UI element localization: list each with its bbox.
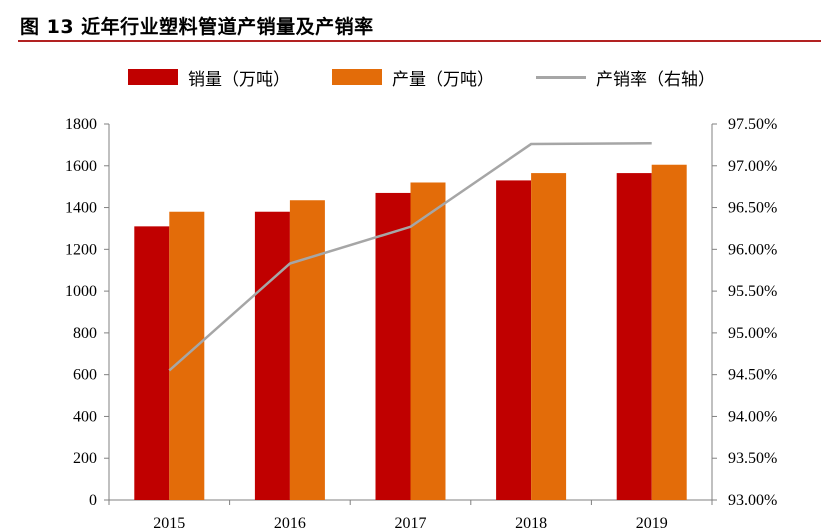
x-tick-label: 2015 <box>153 515 185 531</box>
y-left-tick-label: 1600 <box>65 158 97 175</box>
legend-swatch-production <box>332 69 382 85</box>
bar-production <box>289 200 325 500</box>
y-left-tick-label: 400 <box>73 408 97 425</box>
legend-item-rate: 产销率（右轴） <box>536 62 715 92</box>
legend-line-rate <box>536 75 586 79</box>
y-right-tick-label: 97.50% <box>728 116 777 133</box>
legend-label-sales: 销量（万吨） <box>188 69 290 90</box>
y-right-tick-label: 96.50% <box>728 200 777 217</box>
y-left-tick-label: 1000 <box>65 283 97 300</box>
x-tick-label: 2017 <box>395 515 427 531</box>
legend-item-sales: 销量（万吨） <box>128 62 290 92</box>
y-right-tick-label: 97.00% <box>728 158 777 175</box>
y-right-tick-label: 93.00% <box>728 492 777 509</box>
y-left-tick-label: 600 <box>73 367 97 384</box>
rate-line-group <box>168 141 652 372</box>
bar-production <box>531 173 567 501</box>
y-left-tick-label: 1400 <box>65 200 97 217</box>
y-right-tick-label: 94.50% <box>728 367 777 384</box>
y-left-tick-label: 0 <box>89 492 97 509</box>
bars <box>134 164 687 501</box>
title-rule <box>18 40 821 42</box>
bar-sales <box>134 226 170 500</box>
bar-sales <box>375 192 411 500</box>
bar-production <box>651 164 687 500</box>
y-right-tick-label: 95.50% <box>728 283 777 300</box>
bar-sales <box>616 173 652 501</box>
bar-sales <box>254 211 290 500</box>
y-left-tick-label: 1800 <box>65 116 97 133</box>
y-left-tick-label: 200 <box>73 450 97 467</box>
legend-label-rate: 产销率（右轴） <box>596 69 715 90</box>
tick-labels: 0 200 400 600 800 1000 1200 1400 1600 1800 93.00% 9… <box>65 116 777 531</box>
legend-item-production: 产量（万吨） <box>332 62 494 92</box>
y-right-tick-label: 94.00% <box>728 408 777 425</box>
y-left-tick-label: 1200 <box>65 241 97 258</box>
x-tick-label: 2016 <box>274 515 306 531</box>
y-right-tick-label: 95.00% <box>728 325 777 342</box>
rate-line <box>168 141 652 372</box>
legend-label-production: 产量（万吨） <box>392 69 494 90</box>
y-left-tick-label: 800 <box>73 325 97 342</box>
bar-sales <box>496 180 532 500</box>
x-tick-label: 2018 <box>515 515 547 531</box>
chart-title: 图 13 近年行业塑料管道产销量及产销率 <box>20 16 374 38</box>
y-right-tick-label: 96.00% <box>728 241 777 258</box>
y-right-tick-label: 93.50% <box>728 450 777 467</box>
legend: 销量（万吨） 产量（万吨） 产销率（右轴） <box>0 62 839 92</box>
bar-production <box>410 182 446 500</box>
x-tick-label: 2019 <box>636 515 668 531</box>
legend-swatch-sales <box>128 69 178 85</box>
